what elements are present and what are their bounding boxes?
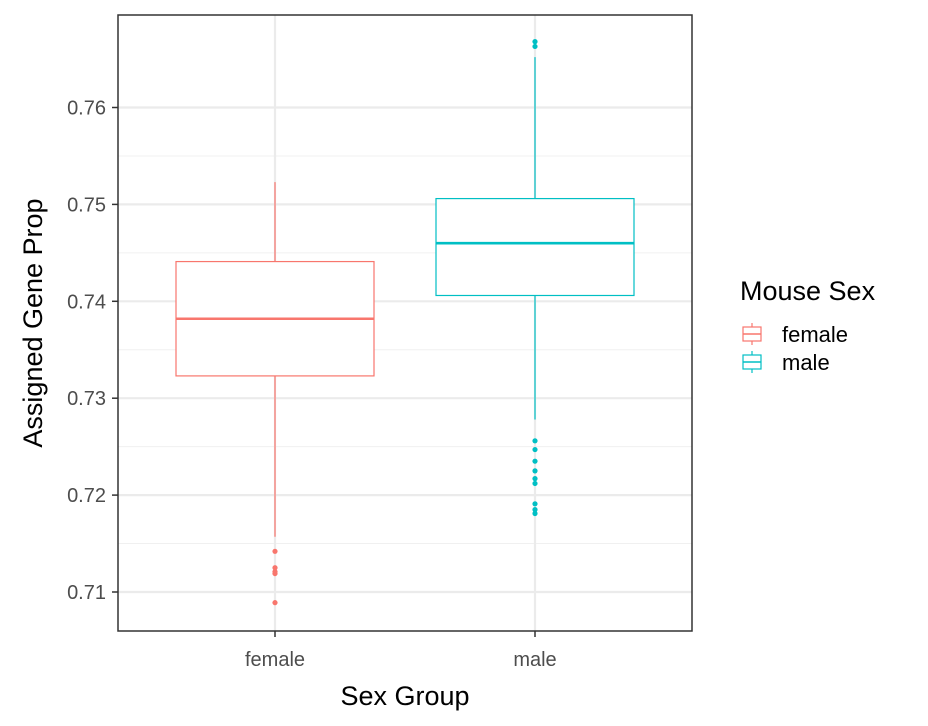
outlier-point [272,565,278,571]
outlier-point [532,438,538,444]
legend-entry-female: female [742,322,848,347]
outlier-point [272,548,278,554]
box-male [435,39,635,517]
outlier-point [532,43,538,50]
outlier-point [272,570,278,577]
y-tick-label: 0.76 [67,98,106,120]
y-tick-label: 0.73 [67,388,106,410]
legend-label-female: female [782,322,848,347]
outlier-point [532,458,538,464]
legend-key-female [742,323,762,345]
outlier-point [532,501,538,507]
y-axis: 0.71 0.72 0.73 0.74 0.75 0.76 [67,98,118,604]
outlier-point [272,600,278,606]
y-tick-label: 0.75 [67,194,106,216]
outlier-point [532,507,538,513]
legend-title: Mouse Sex [740,276,876,306]
outlier-point [532,39,538,45]
x-axis-title: Sex Group [340,681,469,711]
legend: Mouse Sex female male [740,276,876,375]
legend-entry-male: male [742,350,830,375]
y-tick-label: 0.74 [67,291,106,313]
legend-key-male [742,351,762,373]
outlier-point [532,476,538,482]
x-tick-label: female [245,649,305,671]
outlier-point [532,480,538,487]
x-axis: female male [245,631,557,671]
outlier-point [532,446,538,453]
box-female [175,182,375,606]
box-iqr [435,197,635,297]
y-tick-label: 0.72 [67,485,106,507]
y-tick-label: 0.71 [67,582,106,604]
outlier-point [532,468,538,474]
plot-panel-border [117,14,693,632]
outlier-point [532,510,538,517]
y-axis-title: Assigned Gene Prop [18,198,48,447]
legend-label-male: male [782,350,830,375]
x-tick-label: male [513,649,556,671]
boxes [175,39,635,606]
